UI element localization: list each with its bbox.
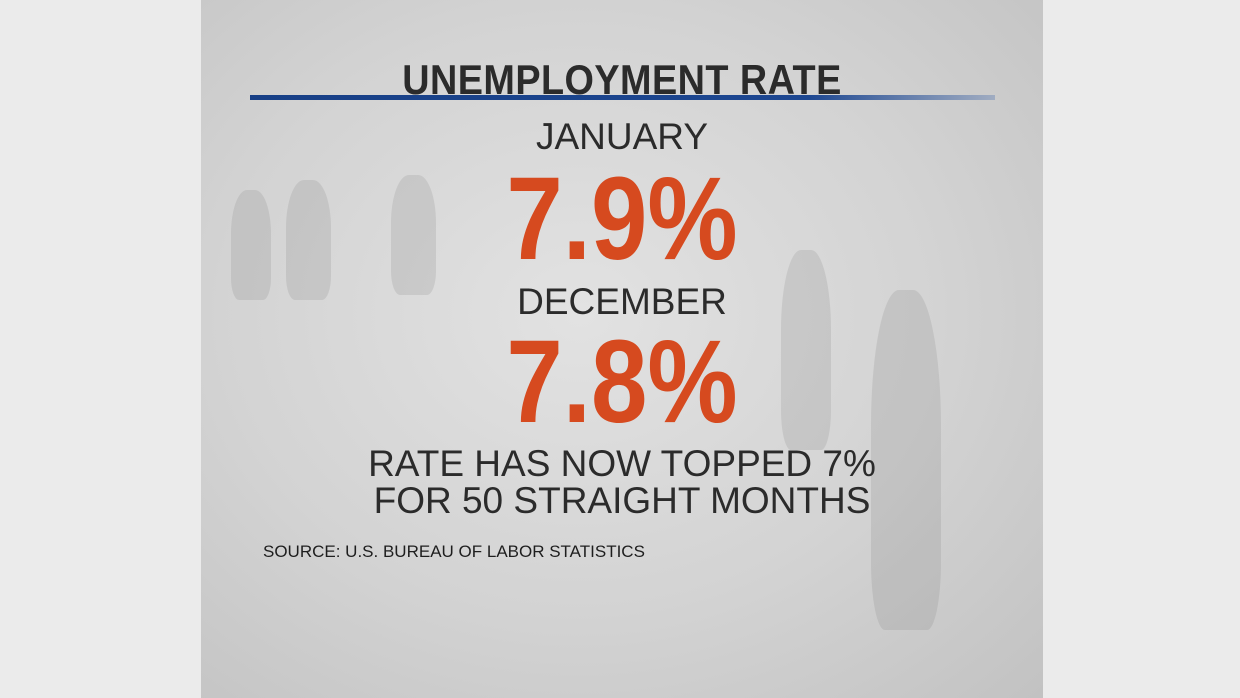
source: SOURCE: U.S. BUREAU OF LABOR STATISTICS [263, 542, 645, 561]
reading-value: 7.9% [506, 153, 738, 285]
silhouette [391, 175, 436, 295]
title-rule [250, 95, 995, 100]
silhouette [231, 190, 271, 300]
reading-label: JANUARY [535, 116, 709, 157]
note-line: RATE HAS NOW TOPPED 7% [368, 443, 876, 484]
reading-value: 7.8% [506, 316, 738, 448]
silhouette [286, 180, 331, 300]
note-line: FOR 50 STRAIGHT MONTHS [373, 480, 871, 521]
graphic-panel: UNEMPLOYMENT RATE JANUARY 7.9% DECEMBER … [201, 0, 1043, 698]
silhouette [781, 250, 831, 450]
silhouette [871, 290, 941, 630]
reading-label: DECEMBER [517, 281, 727, 322]
